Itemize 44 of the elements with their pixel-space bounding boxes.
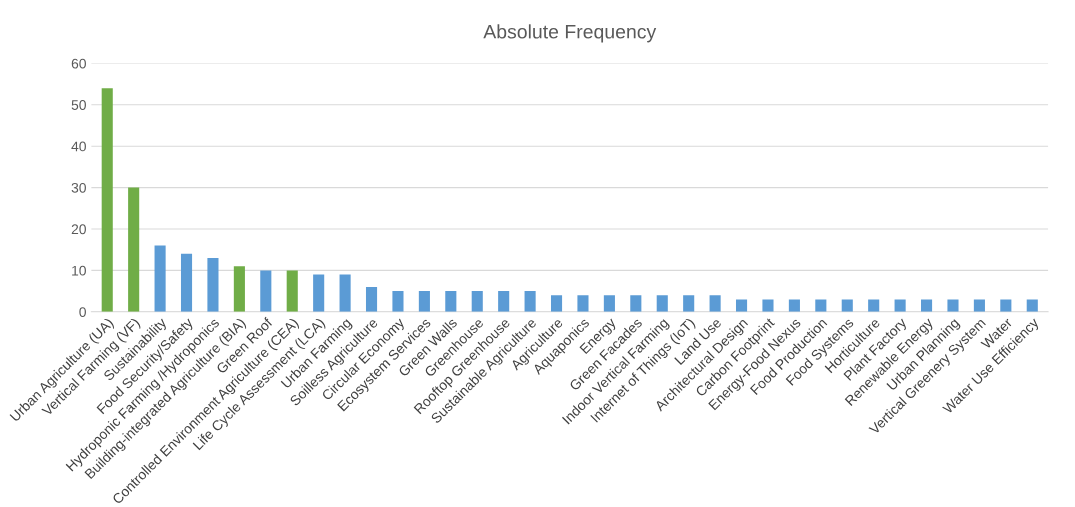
y-tick-label: 10 [72, 265, 86, 276]
bar [339, 274, 351, 312]
bar [683, 295, 695, 312]
bar [841, 299, 853, 312]
bar [735, 299, 748, 312]
bar [313, 274, 325, 312]
bar [947, 299, 959, 312]
bar [815, 299, 827, 312]
bar [180, 253, 193, 312]
bar [154, 245, 166, 312]
bar [286, 270, 298, 312]
bar [524, 291, 536, 312]
bar [101, 88, 113, 312]
bar [709, 295, 721, 312]
bar [365, 286, 378, 312]
bar [762, 299, 774, 312]
bar [550, 295, 563, 312]
bar [1000, 299, 1012, 312]
bar [577, 295, 589, 312]
y-tick-label: 60 [71, 58, 86, 69]
bar [894, 299, 906, 312]
bar [973, 299, 985, 312]
bar [921, 299, 933, 312]
bar [656, 295, 668, 312]
bar [788, 299, 800, 312]
y-tick-label: 30 [71, 182, 86, 193]
y-tick-label: 50 [71, 100, 86, 110]
bar [207, 257, 219, 312]
bar [1026, 299, 1038, 312]
y-tick-label: 0 [79, 307, 86, 317]
chart-title: Absolute Frequency [483, 24, 657, 43]
bar [603, 295, 615, 312]
bar [128, 187, 140, 312]
bar [868, 299, 880, 312]
bar [418, 291, 430, 312]
bar [471, 291, 483, 312]
bar [498, 291, 510, 312]
bar [260, 270, 272, 312]
y-tick-label: 20 [71, 224, 86, 235]
bar [233, 266, 245, 312]
bar [445, 291, 457, 312]
bar [392, 291, 404, 312]
bar [630, 295, 642, 312]
y-tick-label: 40 [71, 141, 86, 152]
